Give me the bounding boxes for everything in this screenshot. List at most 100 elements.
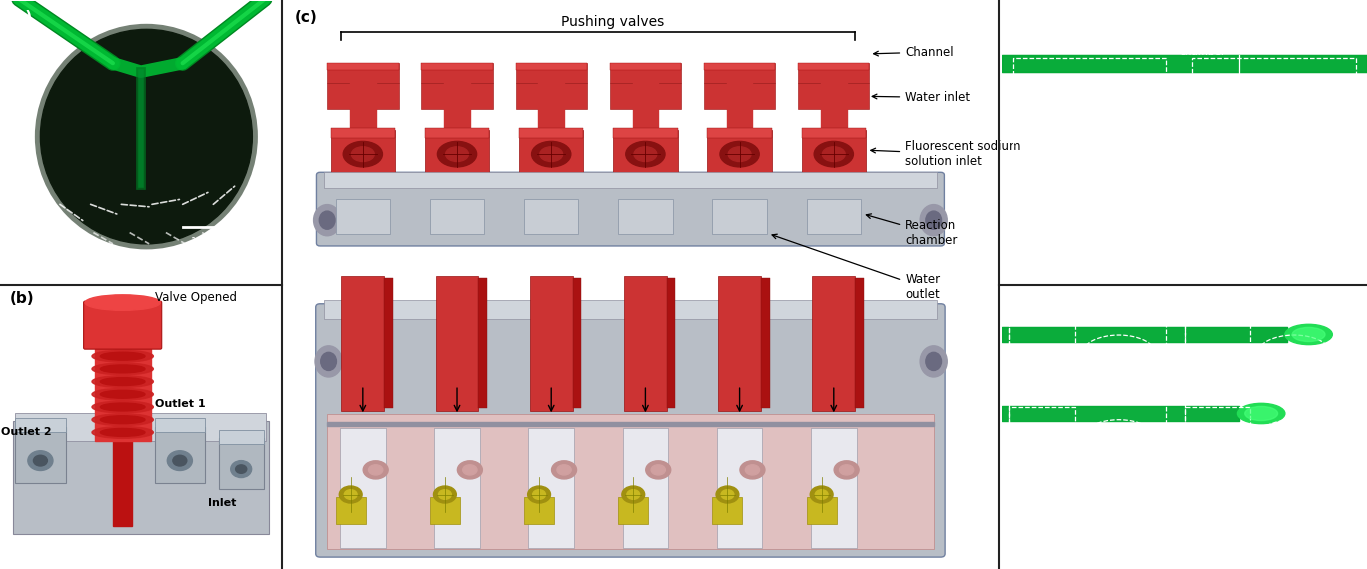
Ellipse shape <box>651 465 666 475</box>
FancyBboxPatch shape <box>327 64 399 83</box>
Ellipse shape <box>92 351 153 362</box>
Ellipse shape <box>321 352 336 370</box>
FancyBboxPatch shape <box>336 497 366 524</box>
Text: Outlet 2: Outlet 2 <box>1 427 52 438</box>
FancyBboxPatch shape <box>421 83 444 109</box>
FancyBboxPatch shape <box>659 83 681 109</box>
Text: Water
outlet: Water outlet <box>772 234 940 302</box>
Text: Channel: Channel <box>874 46 954 59</box>
FancyBboxPatch shape <box>622 428 668 548</box>
FancyBboxPatch shape <box>529 428 574 548</box>
Text: Fluorescent sodium
solution inlet: Fluorescent sodium solution inlet <box>871 140 1021 168</box>
Ellipse shape <box>100 390 145 398</box>
Text: Water filled
reaction
chamber: Water filled reaction chamber <box>1173 24 1233 57</box>
FancyBboxPatch shape <box>327 414 934 549</box>
FancyBboxPatch shape <box>515 64 586 71</box>
FancyBboxPatch shape <box>429 199 484 234</box>
Ellipse shape <box>100 378 145 386</box>
Ellipse shape <box>815 490 828 500</box>
Bar <box>727 109 752 130</box>
Ellipse shape <box>720 490 734 500</box>
FancyBboxPatch shape <box>667 278 675 408</box>
Ellipse shape <box>1285 324 1333 345</box>
Ellipse shape <box>540 147 563 162</box>
Ellipse shape <box>100 352 145 360</box>
FancyBboxPatch shape <box>704 83 727 109</box>
FancyBboxPatch shape <box>573 278 581 408</box>
FancyBboxPatch shape <box>515 64 586 83</box>
Ellipse shape <box>839 465 854 475</box>
Ellipse shape <box>231 461 252 477</box>
Bar <box>822 77 846 109</box>
FancyBboxPatch shape <box>530 276 573 411</box>
FancyBboxPatch shape <box>316 304 945 557</box>
Bar <box>327 422 934 426</box>
Ellipse shape <box>92 401 153 413</box>
Ellipse shape <box>925 352 942 370</box>
FancyBboxPatch shape <box>15 418 66 432</box>
Text: 1mm: 1mm <box>191 237 216 247</box>
FancyBboxPatch shape <box>718 276 761 411</box>
Ellipse shape <box>100 416 145 424</box>
Ellipse shape <box>351 147 375 162</box>
Ellipse shape <box>729 147 750 162</box>
FancyBboxPatch shape <box>327 83 350 109</box>
Ellipse shape <box>720 142 759 167</box>
Ellipse shape <box>834 461 858 479</box>
Bar <box>727 77 752 109</box>
FancyBboxPatch shape <box>519 130 584 177</box>
Ellipse shape <box>627 490 640 500</box>
Text: Valve Opened: Valve Opened <box>154 291 236 304</box>
Ellipse shape <box>622 486 645 503</box>
FancyBboxPatch shape <box>327 64 399 71</box>
Ellipse shape <box>925 211 942 229</box>
Ellipse shape <box>27 451 53 471</box>
Ellipse shape <box>437 142 477 167</box>
FancyBboxPatch shape <box>807 497 837 524</box>
FancyBboxPatch shape <box>614 130 678 177</box>
Ellipse shape <box>439 490 451 500</box>
Ellipse shape <box>462 465 477 475</box>
FancyBboxPatch shape <box>384 278 392 408</box>
FancyBboxPatch shape <box>712 199 767 234</box>
Ellipse shape <box>369 465 383 475</box>
Ellipse shape <box>364 461 388 479</box>
FancyBboxPatch shape <box>801 128 865 138</box>
FancyBboxPatch shape <box>154 418 205 432</box>
Bar <box>350 109 376 130</box>
Ellipse shape <box>92 427 153 438</box>
Ellipse shape <box>343 142 383 167</box>
FancyBboxPatch shape <box>519 128 584 138</box>
FancyBboxPatch shape <box>425 130 489 177</box>
Ellipse shape <box>626 142 664 167</box>
Bar <box>822 109 846 130</box>
Bar <box>539 77 565 109</box>
Ellipse shape <box>1237 403 1285 424</box>
Ellipse shape <box>92 376 153 387</box>
Bar <box>539 109 565 130</box>
Bar <box>350 77 376 109</box>
Ellipse shape <box>920 346 947 377</box>
FancyBboxPatch shape <box>704 64 775 71</box>
FancyBboxPatch shape <box>716 428 763 548</box>
FancyBboxPatch shape <box>856 278 864 408</box>
FancyBboxPatch shape <box>515 83 539 109</box>
FancyBboxPatch shape <box>811 428 857 548</box>
FancyBboxPatch shape <box>219 438 264 489</box>
Ellipse shape <box>100 365 145 373</box>
Ellipse shape <box>320 211 335 229</box>
Text: 2mm: 2mm <box>1039 541 1068 551</box>
Ellipse shape <box>433 486 457 503</box>
Polygon shape <box>15 413 267 441</box>
Text: (b): (b) <box>10 291 34 306</box>
FancyBboxPatch shape <box>752 83 775 109</box>
FancyBboxPatch shape <box>565 83 586 109</box>
Bar <box>444 109 470 130</box>
Text: Water inlet: Water inlet <box>1273 190 1330 200</box>
FancyBboxPatch shape <box>219 430 264 444</box>
Ellipse shape <box>745 465 760 475</box>
Ellipse shape <box>528 486 551 503</box>
Bar <box>633 109 659 130</box>
Ellipse shape <box>634 147 656 162</box>
FancyBboxPatch shape <box>623 276 667 411</box>
